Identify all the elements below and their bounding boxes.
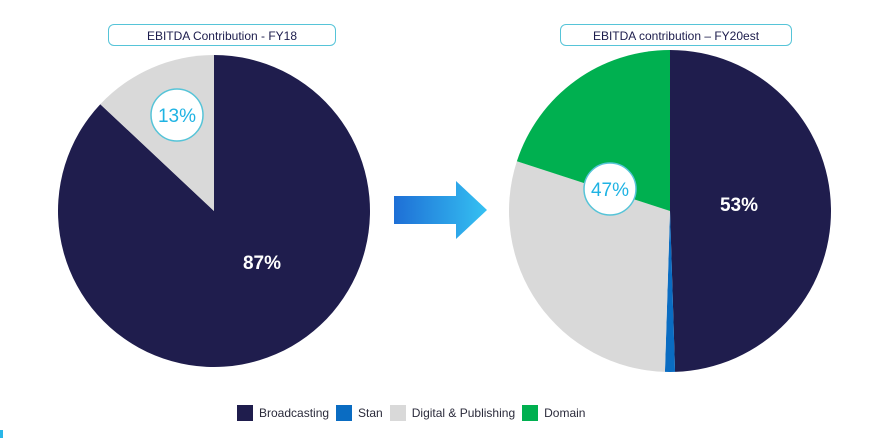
pie-slice-fy20est-stan bbox=[664, 211, 676, 373]
legend-label-stan: Stan bbox=[358, 406, 383, 420]
transition-arrow-icon bbox=[394, 181, 487, 239]
legend-label-broadcasting: Broadcasting bbox=[259, 406, 330, 420]
legend-label-domain: Domain bbox=[544, 406, 586, 420]
slice-label-fy18-digital-publishing-bubble bbox=[150, 88, 204, 142]
pie-chart-fy20est bbox=[508, 50, 832, 373]
legend-swatch-stan bbox=[336, 405, 353, 421]
slide-corner-mark bbox=[0, 430, 3, 438]
pie-slice-fy20est-broadcasting bbox=[670, 50, 832, 372]
legend-item-digital-publishing: Digital & Publishing bbox=[389, 405, 516, 421]
legend-item-broadcasting: Broadcasting bbox=[237, 405, 329, 421]
slice-labels: 87% 13% 53% 47% bbox=[150, 88, 758, 274]
legend-item-domain: Domain bbox=[522, 405, 585, 421]
pie-slice-fy20est-domain bbox=[516, 50, 670, 211]
pie-slice-fy20est-digital-publishing bbox=[508, 161, 670, 372]
slice-label-fy20est-other: 47% bbox=[591, 180, 629, 201]
legend-swatch-digital-publishing bbox=[389, 405, 406, 421]
slice-label-fy20est-broadcasting: 53% bbox=[720, 195, 758, 216]
chart-legend: Broadcasting Stan Digital & Publishing D… bbox=[237, 405, 592, 421]
pie-chart-fy18 bbox=[57, 55, 371, 367]
slice-label-fy18-digital-publishing: 13% bbox=[158, 106, 196, 127]
slice-label-fy18-broadcasting: 87% bbox=[243, 253, 281, 274]
legend-label-digital-publishing: Digital & Publishing bbox=[411, 406, 516, 420]
legend-swatch-broadcasting bbox=[237, 405, 253, 421]
legend-swatch-domain bbox=[522, 405, 539, 421]
chart-title-fy20est: EBITDA contribution – FY20est bbox=[560, 24, 792, 46]
chart-title-fy18: EBITDA Contribution - FY18 bbox=[108, 24, 336, 46]
pie-slice-fy18-broadcasting bbox=[57, 55, 371, 367]
slice-label-fy20est-other-bubble bbox=[583, 162, 637, 216]
legend-item-stan: Stan bbox=[336, 405, 383, 421]
